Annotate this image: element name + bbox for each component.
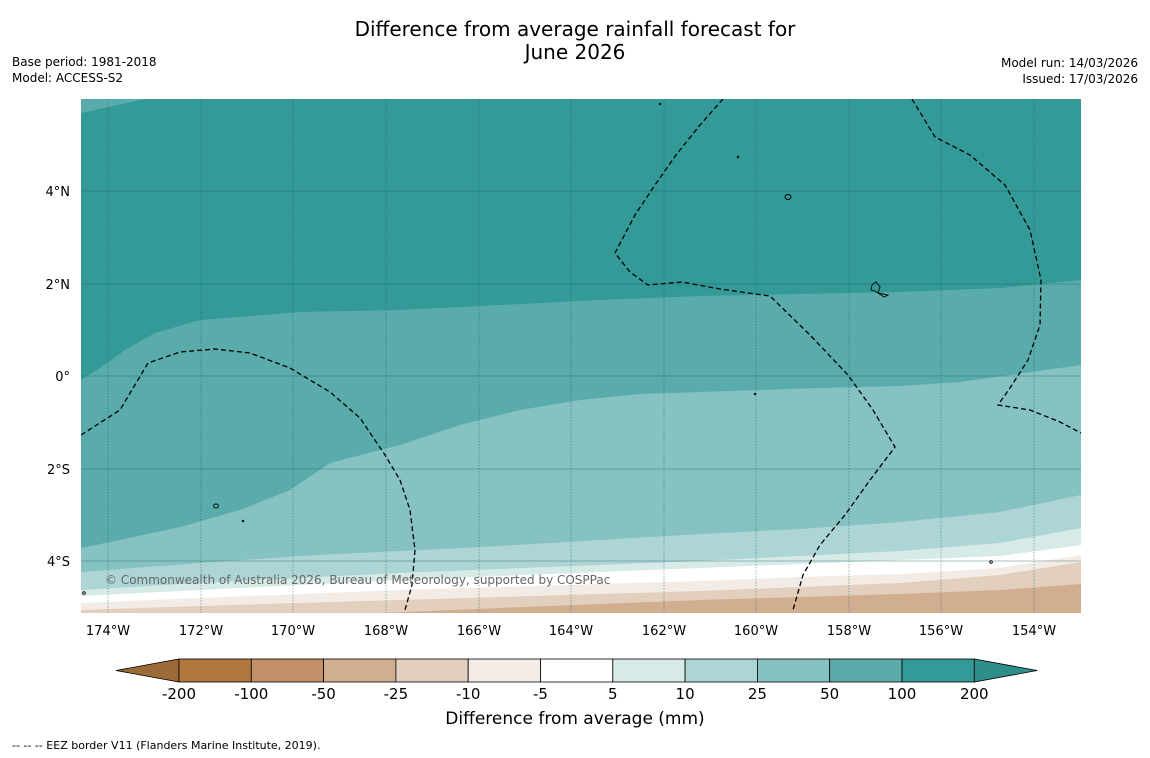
colorbar-tick-label: -100 bbox=[234, 685, 268, 703]
meta-left: Base period: 1981-2018 Model: ACCESS-S2 bbox=[12, 54, 157, 86]
base-period: Base period: 1981-2018 bbox=[12, 55, 157, 69]
colorbar-segment bbox=[612, 658, 686, 683]
eez-borders bbox=[81, 99, 1081, 611]
lon-label-158w: 158°W bbox=[827, 624, 871, 639]
lon-label-166w: 166°W bbox=[457, 624, 501, 639]
lat-label-0: 0° bbox=[55, 370, 70, 385]
island-tokelau bbox=[241, 519, 245, 523]
eez-border-east bbox=[911, 99, 1081, 434]
title-line-1: Difference from average rainfall forecas… bbox=[354, 17, 796, 41]
lon-label-162w: 162°W bbox=[642, 624, 686, 639]
rainfall-field bbox=[81, 99, 1081, 613]
eez-border-central bbox=[614, 99, 896, 611]
band-neg-25-50 bbox=[380, 584, 1081, 613]
colorbar-tick-label: 25 bbox=[748, 685, 767, 703]
colorbar-label: Difference from average (mm) bbox=[445, 709, 705, 729]
colorbar-segment bbox=[467, 658, 541, 683]
island-southeast bbox=[989, 560, 993, 564]
lat-label-2n: 2°N bbox=[46, 278, 71, 293]
lat-label-2s: 2°S bbox=[47, 463, 70, 478]
map-title: Difference from average rainfall forecas… bbox=[0, 18, 1150, 64]
colorbar-tick-label: -50 bbox=[311, 685, 336, 703]
colorbar: -200 -100 -50 -25 -10 -5 5 10 25 50 100 200 bbox=[115, 658, 1038, 703]
issued-date: Issued: 17/03/2026 bbox=[1022, 72, 1138, 86]
island-reef bbox=[736, 155, 740, 159]
lon-label-172w: 172°W bbox=[179, 624, 223, 639]
colorbar-tick-label: 100 bbox=[888, 685, 917, 703]
eez-legend-note: -- -- -- EEZ border V11 (Flanders Marine… bbox=[12, 739, 321, 752]
colorbar-segment bbox=[684, 658, 758, 683]
islands bbox=[82, 102, 993, 595]
colorbar-segment bbox=[395, 658, 469, 683]
colorbar-tick-label: 10 bbox=[676, 685, 695, 703]
colorbar-tick-label: 50 bbox=[820, 685, 839, 703]
colorbar-segment bbox=[178, 658, 252, 683]
island-jarvis bbox=[784, 194, 792, 200]
lon-label-156w: 156°W bbox=[919, 624, 963, 639]
band-top-light bbox=[81, 99, 145, 113]
colorbar-segment bbox=[829, 658, 903, 683]
lon-label-154w: 154°W bbox=[1012, 624, 1056, 639]
colorbar-segment bbox=[323, 658, 397, 683]
island-swains bbox=[213, 503, 219, 509]
model-name: Model: ACCESS-S2 bbox=[12, 71, 124, 85]
colorbar-extend-high bbox=[973, 658, 1038, 683]
colorbar-tick-label: 5 bbox=[608, 685, 618, 703]
colorbar-tick-label: -10 bbox=[456, 685, 481, 703]
eez-border-west bbox=[81, 348, 416, 611]
island-kiritimati bbox=[870, 281, 890, 298]
lat-label-4s: 4°S bbox=[47, 555, 70, 570]
lon-label-164w: 164°W bbox=[549, 624, 593, 639]
island-north bbox=[658, 102, 662, 106]
colorbar-segment bbox=[540, 658, 614, 683]
colorbar-tick-label: -5 bbox=[533, 685, 548, 703]
meta-right: Model run: 14/03/2026 Issued: 17/03/2026 bbox=[1001, 55, 1138, 87]
colorbar-tick-label: 200 bbox=[960, 685, 989, 703]
lon-label-170w: 170°W bbox=[271, 624, 315, 639]
lon-axis-labels: 174°W 172°W 170°W 168°W 166°W 164°W 162°… bbox=[86, 624, 1056, 639]
title-line-2: June 2026 bbox=[524, 40, 626, 64]
island-malden bbox=[753, 392, 757, 396]
lat-axis-labels: 4°N 2°N 0° 2°S 4°S bbox=[46, 185, 71, 570]
copyright-notice: © Commonwealth of Australia 2026, Bureau… bbox=[105, 573, 610, 587]
colorbar-extend-low bbox=[115, 658, 180, 683]
colorbar-tick-label: -200 bbox=[162, 685, 196, 703]
graticule bbox=[81, 99, 1081, 613]
lon-label-174w: 174°W bbox=[86, 624, 130, 639]
model-run: Model run: 14/03/2026 bbox=[1000, 56, 1138, 70]
lon-label-168w: 168°W bbox=[364, 624, 408, 639]
colorbar-segment bbox=[757, 658, 831, 683]
colorbar-segment bbox=[250, 658, 325, 683]
island-southwest bbox=[82, 591, 86, 595]
colorbar-tick-label: -25 bbox=[384, 685, 409, 703]
colorbar-segment bbox=[901, 658, 975, 683]
lon-label-160w: 160°W bbox=[734, 624, 778, 639]
lat-label-4n: 4°N bbox=[46, 185, 71, 200]
